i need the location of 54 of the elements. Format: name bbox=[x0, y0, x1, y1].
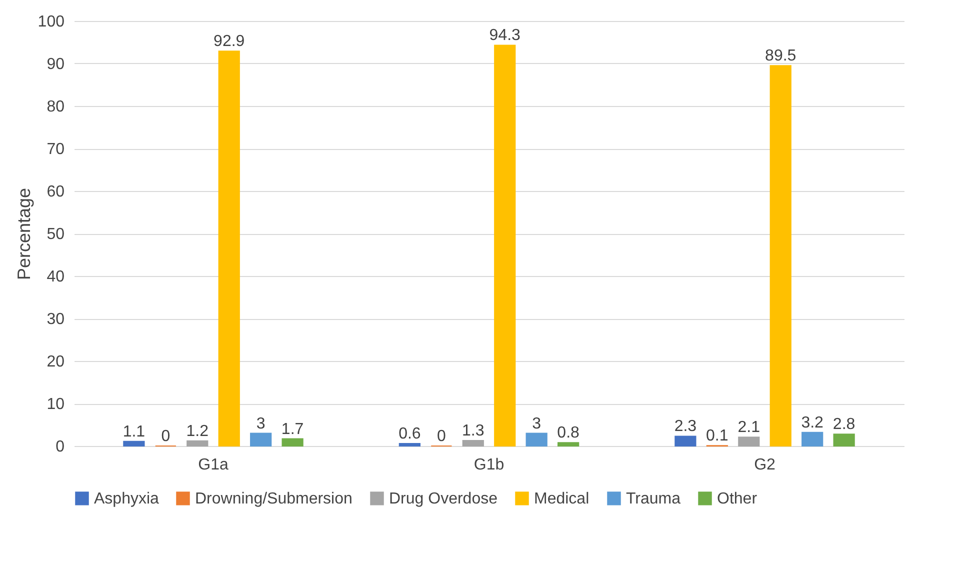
bar bbox=[494, 44, 516, 446]
data-label: 3 bbox=[532, 415, 542, 432]
y-tick-label: 20 bbox=[46, 354, 65, 370]
bar bbox=[770, 65, 792, 446]
data-label: 94.3 bbox=[489, 27, 521, 44]
data-label: 0 bbox=[161, 428, 170, 445]
legend-label: Drowning/Submersion bbox=[195, 490, 352, 508]
y-tick-label: 60 bbox=[46, 184, 65, 200]
data-label: 1.1 bbox=[122, 423, 146, 440]
data-label: 0.8 bbox=[557, 424, 580, 442]
bar bbox=[738, 436, 760, 446]
y-tick-label: 0 bbox=[56, 438, 65, 456]
x-tick-label: G1b bbox=[474, 456, 504, 474]
bar bbox=[282, 438, 304, 446]
data-label: 0.6 bbox=[398, 425, 421, 442]
data-label: 0 bbox=[436, 428, 446, 445]
x-tick-label: G2 bbox=[754, 456, 776, 474]
bar bbox=[462, 440, 484, 446]
bar bbox=[250, 432, 272, 446]
y-tick-label: 50 bbox=[46, 226, 65, 243]
y-axis-title: Percentage bbox=[14, 188, 34, 280]
data-label: 1.7 bbox=[281, 420, 304, 438]
data-label: 2.8 bbox=[832, 416, 856, 434]
data-label: 2.1 bbox=[738, 419, 760, 436]
bar bbox=[398, 442, 420, 446]
bar bbox=[186, 440, 208, 446]
data-label: 92.9 bbox=[214, 33, 245, 50]
y-tick-label: 100 bbox=[38, 14, 65, 30]
data-label: 2.3 bbox=[674, 418, 697, 436]
legend-label: Drug Overdose bbox=[389, 490, 498, 508]
y-tick-label: 40 bbox=[46, 268, 65, 286]
data-label: 89.5 bbox=[765, 48, 796, 65]
y-tick-label: 90 bbox=[46, 56, 65, 73]
bar bbox=[674, 436, 696, 446]
data-label: 1.2 bbox=[186, 422, 209, 440]
bar bbox=[218, 50, 240, 446]
data-label: 3.2 bbox=[801, 414, 824, 432]
bar bbox=[802, 432, 824, 446]
legend-label: Medical bbox=[534, 490, 590, 508]
y-tick-label: 80 bbox=[46, 98, 65, 116]
bar bbox=[123, 440, 145, 446]
data-label: 1.3 bbox=[462, 422, 484, 440]
legend-label: Other bbox=[717, 490, 758, 508]
bar bbox=[558, 442, 580, 446]
data-label: 3 bbox=[256, 415, 266, 432]
legend-label: Asphyxia bbox=[94, 490, 160, 508]
bar bbox=[833, 434, 855, 446]
data-label: 0.1 bbox=[706, 428, 728, 445]
y-tick-label: 10 bbox=[46, 396, 65, 413]
x-tick-label: G1a bbox=[198, 456, 228, 474]
bar bbox=[526, 432, 548, 446]
y-tick-label: 70 bbox=[46, 141, 65, 158]
y-tick-label: 30 bbox=[46, 311, 65, 328]
legend-label: Trauma bbox=[626, 490, 681, 508]
